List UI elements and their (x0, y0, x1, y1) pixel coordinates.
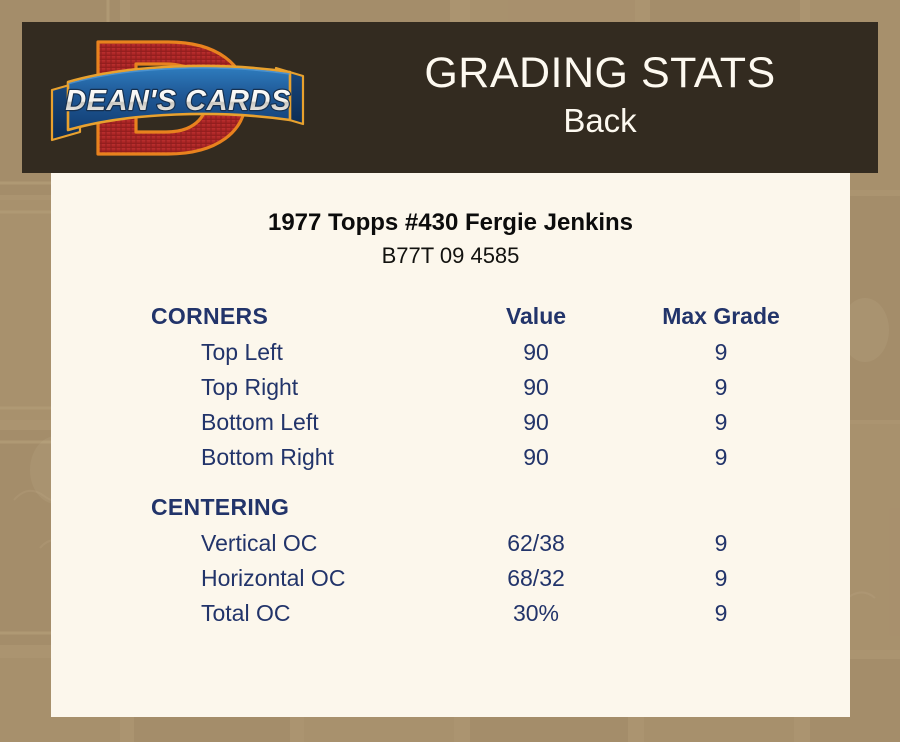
section-spacer (51, 479, 850, 494)
row-value: 90 (523, 374, 549, 400)
row-max-grade: 9 (714, 600, 728, 626)
row-value: 90 (523, 339, 549, 365)
corners-header-row: CORNERS Value Max Grade (51, 303, 850, 339)
table-row: Vertical OC 62/38 9 (51, 530, 850, 565)
deans-cards-logo[interactable]: DEAN'S CARDS (50, 28, 305, 168)
row-label: Bottom Left (201, 409, 319, 435)
row-max-grade: 9 (714, 565, 728, 591)
section-title-centering: CENTERING (151, 494, 290, 520)
table-row: Bottom Right 90 9 (51, 444, 850, 479)
section-centering: CENTERING Vertical OC 62/38 9 Horizontal… (51, 494, 850, 635)
row-max-grade: 9 (714, 339, 728, 365)
card-title: 1977 Topps #430 Fergie Jenkins (267, 209, 634, 236)
logo-wordmark: DEAN'S CARDS (65, 85, 291, 117)
page-title: GRADING STATS (424, 49, 776, 98)
row-label: Vertical OC (201, 530, 318, 556)
centering-header-row: CENTERING (51, 494, 850, 530)
header-title-block: GRADING STATS Back (322, 22, 878, 173)
content-panel: 1977 Topps #430 Fergie Jenkins B77T 09 4… (51, 173, 850, 717)
row-value: 30% (512, 600, 560, 626)
row-value: 90 (523, 409, 549, 435)
grading-stats-table: CORNERS Value Max Grade Top Left 90 9 To… (51, 303, 850, 635)
row-label: Top Left (201, 339, 283, 365)
row-label: Horizontal OC (201, 565, 346, 591)
header-bar: DEAN'S CARDS GRADING STATS Back (22, 22, 878, 173)
row-value: 62/38 (507, 530, 565, 556)
row-max-grade: 9 (714, 444, 728, 470)
column-header-value: Value (505, 303, 567, 329)
row-max-grade: 9 (714, 374, 728, 400)
row-value: 68/32 (507, 565, 565, 591)
table-row: Top Right 90 9 (51, 374, 850, 409)
row-max-grade: 9 (714, 530, 728, 556)
table-row: Bottom Left 90 9 (51, 409, 850, 444)
logo-ribbon (50, 64, 305, 142)
row-value: 90 (523, 444, 549, 470)
row-max-grade: 9 (714, 409, 728, 435)
column-header-max-grade: Max Grade (662, 303, 780, 329)
table-row: Total OC 30% 9 (51, 600, 850, 635)
row-label: Total OC (201, 600, 291, 626)
section-title-corners: CORNERS (151, 303, 269, 329)
section-corners: CORNERS Value Max Grade Top Left 90 9 To… (51, 303, 850, 479)
table-row: Top Left 90 9 (51, 339, 850, 374)
row-label: Bottom Right (201, 444, 334, 470)
page-subtitle: Back (563, 102, 637, 140)
card-serial-number: B77T 09 4585 (381, 243, 520, 268)
table-row: Horizontal OC 68/32 9 (51, 565, 850, 600)
row-label: Top Right (201, 374, 299, 400)
